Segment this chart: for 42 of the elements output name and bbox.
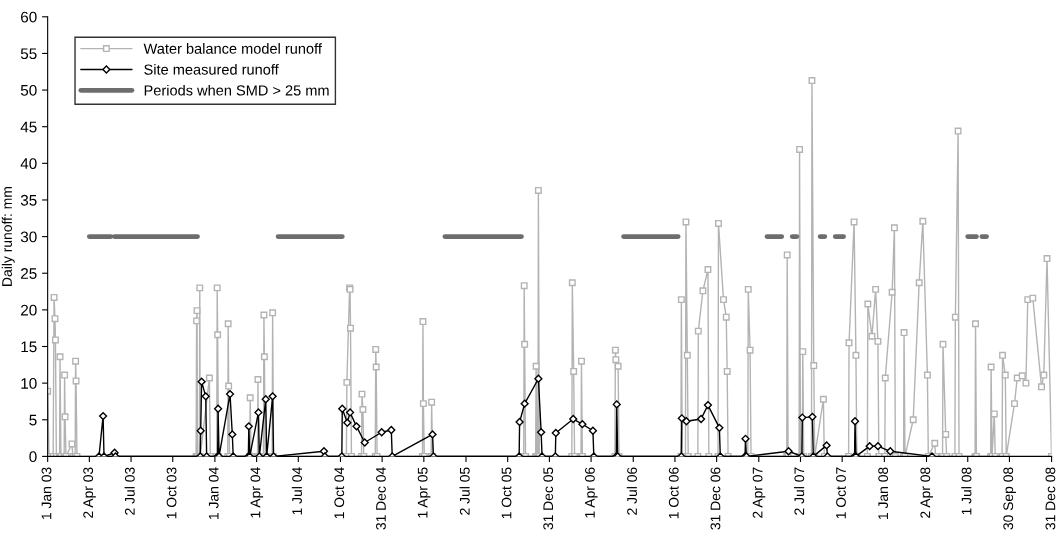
y-axis-title: Daily runoff: mm [1,187,15,286]
x-tick-label: 1 Oct 04 [334,467,345,519]
x-tick-label: 1 Apr 06 [584,467,598,518]
x-tick-label: 2 Apr 08 [920,467,933,518]
y-tick-label: 35 [20,194,37,206]
x-tick-label: 31 Dec 05 [543,467,554,530]
x-tick-label: 1 Oct 07 [836,467,846,519]
y-tick-label: 45 [20,121,37,133]
y-tick-label: 30 [20,231,37,243]
y-tick-label: 20 [21,304,37,316]
legend-label: Periods when SMD > 25 mm [144,84,329,96]
y-tick-label: 10 [21,378,37,389]
legend-label: Water balance model runoff [143,43,322,54]
x-tick-label: 1 Apr 04 [250,467,264,518]
y-tick-label: 50 [20,84,37,96]
x-tick-label: 1 Jan 04 [208,467,219,520]
y-tick-label: 40 [20,158,37,170]
x-tick-label: 2 Apr 03 [83,467,96,518]
x-tick-label: 1 Jan 08 [878,467,889,520]
y-tick-label: 5 [29,414,37,426]
y-tick-label: 0 [29,451,37,463]
x-tick-label: 1 Apr 05 [417,467,431,518]
x-tick-label: 1 Oct 03 [166,467,177,519]
x-tick-label: 30 Sep 08 [1003,467,1016,530]
x-tick-label: 1 Jan 03 [41,467,52,520]
y-tick-label: 25 [21,268,37,279]
x-tick-label: 1 Oct 05 [501,467,512,519]
x-tick-label: 2 Jul 03 [124,467,135,515]
x-tick-label: 31 Dec 04 [376,467,386,530]
x-tick-label: 31 Dec 06 [710,467,721,530]
y-tick-label: 60 [21,11,37,23]
y-tick-label: 15 [21,341,37,353]
legend-label: Site measured runoff [144,64,279,75]
x-tick-label: 2 Jul 07 [794,467,805,515]
y-tick-label: 55 [20,48,37,60]
x-tick-label: 2 Jul 05 [459,467,470,515]
x-tick-label: 1 Jul 04 [291,467,303,515]
x-tick-label: 1 Oct 06 [668,467,679,519]
x-tick-label: 1 Jul 08 [961,467,972,515]
x-tick-label: 2 Apr 07 [752,467,766,518]
x-tick-label: 31 Dec 08 [1045,467,1056,530]
x-tick-label: 2 Jul 06 [626,467,637,515]
